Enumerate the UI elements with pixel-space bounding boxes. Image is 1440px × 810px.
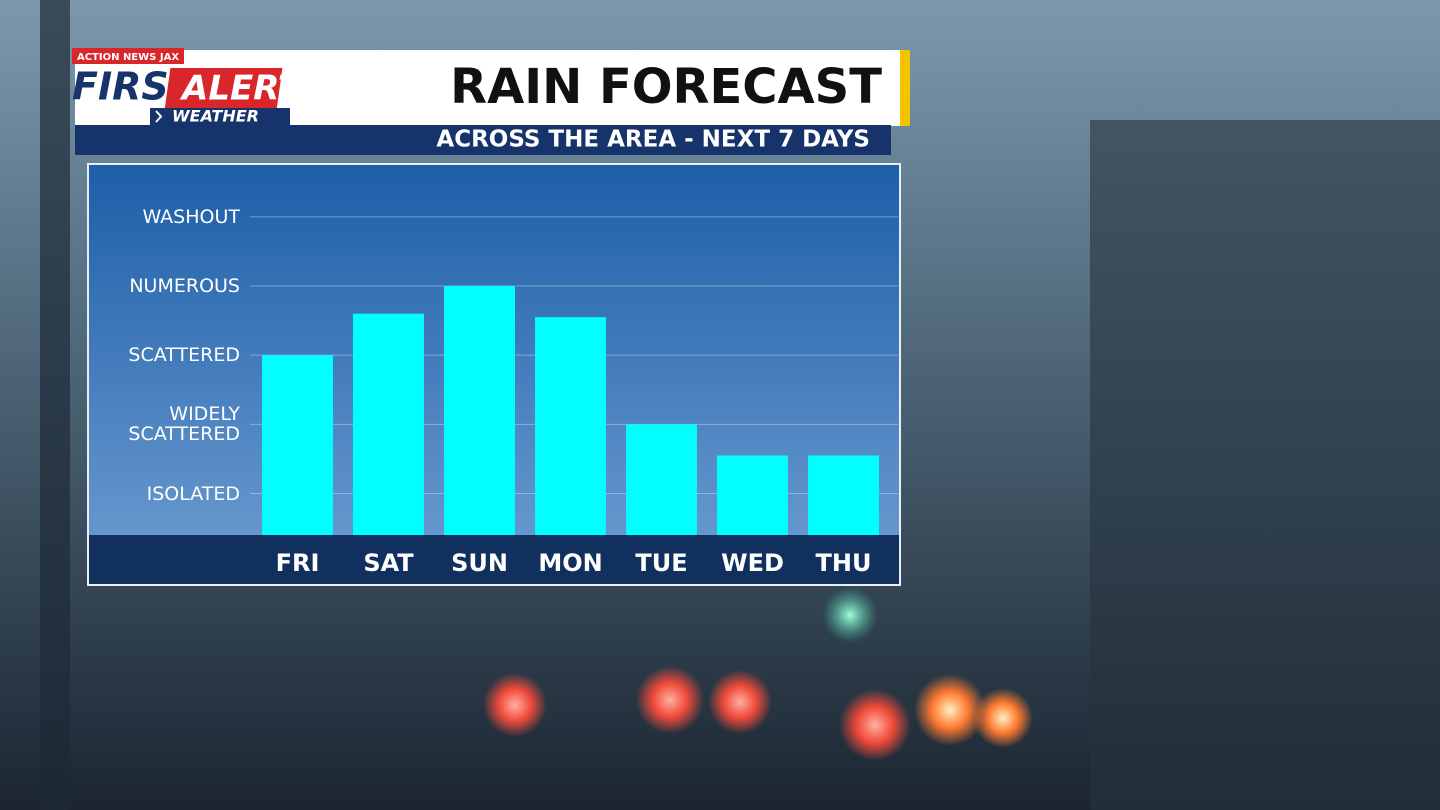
subtitle-bar bbox=[75, 125, 891, 155]
light bbox=[483, 673, 547, 737]
logo-tag bbox=[72, 48, 184, 64]
chart-subtitle: ACROSS THE AREA - NEXT 7 DAYS bbox=[436, 127, 870, 153]
bar bbox=[717, 455, 788, 535]
x-tick-label: WED bbox=[721, 549, 784, 577]
y-tick-label: NUMEROUS bbox=[129, 275, 240, 298]
bar bbox=[262, 355, 333, 535]
logo-alert-bg bbox=[164, 68, 283, 110]
bar bbox=[353, 313, 424, 535]
x-tick-label: SUN bbox=[451, 549, 508, 577]
x-tick-label: TUE bbox=[635, 549, 687, 577]
chevron bbox=[155, 110, 163, 123]
header-accent bbox=[900, 50, 910, 126]
y-tick-label: WIDELY SCATTERED bbox=[128, 403, 240, 446]
light bbox=[839, 689, 911, 761]
y-tick-label: WASHOUT bbox=[142, 205, 240, 228]
logo-alert: ALERT bbox=[179, 69, 304, 109]
light bbox=[822, 587, 878, 643]
x-tick-label: MON bbox=[538, 549, 602, 577]
pole bbox=[40, 0, 70, 810]
x-tick-label: SAT bbox=[363, 549, 414, 577]
logo-top: ACTION NEWS JAX bbox=[77, 52, 179, 63]
x-tick-label: FRI bbox=[276, 549, 320, 577]
logo-sub: WEATHER bbox=[172, 107, 259, 126]
y-tick-label: SCATTERED bbox=[128, 344, 240, 367]
logo-sub-bg bbox=[150, 108, 290, 125]
bar bbox=[626, 424, 697, 535]
chart-title: RAIN FORECAST bbox=[450, 59, 882, 115]
light bbox=[636, 666, 704, 734]
bar bbox=[535, 317, 606, 535]
x-tick-label: THU bbox=[816, 549, 872, 577]
building bbox=[1090, 120, 1440, 810]
category-strip bbox=[89, 535, 899, 584]
bar bbox=[444, 286, 515, 535]
light bbox=[708, 670, 772, 734]
light bbox=[914, 674, 986, 746]
light bbox=[973, 688, 1033, 748]
y-tick-label: ISOLATED bbox=[146, 482, 240, 505]
bar bbox=[808, 455, 879, 535]
